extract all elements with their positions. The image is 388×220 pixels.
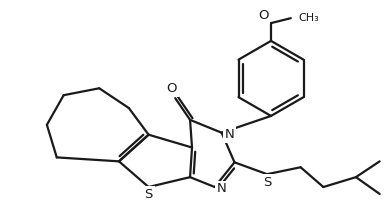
Text: O: O [166,82,177,95]
Text: S: S [263,176,271,189]
Text: O: O [258,9,268,22]
Text: N: N [225,128,234,141]
Text: N: N [217,182,227,196]
Text: S: S [144,188,153,202]
Text: CH₃: CH₃ [299,13,319,23]
